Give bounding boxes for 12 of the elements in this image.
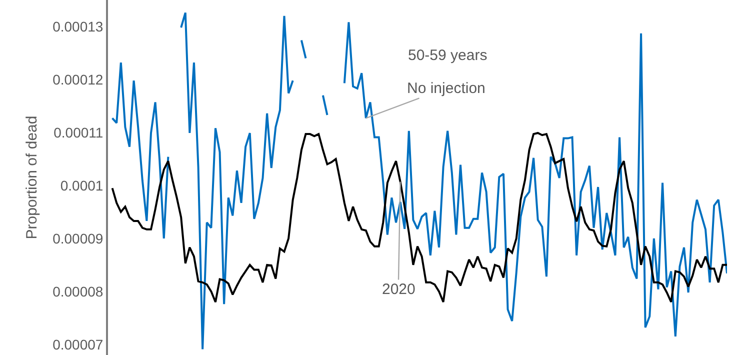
y-tick-label: 0.00012 xyxy=(52,71,104,88)
y-tick-label: 0.00013 xyxy=(52,18,104,34)
line-series xyxy=(111,132,727,304)
y-tick-label: 0.00007 xyxy=(52,336,104,352)
y-axis-title: Proportion of dead xyxy=(23,116,40,240)
y-tick-label: 0.00008 xyxy=(52,283,104,300)
y-tick-label: 0.0001 xyxy=(60,177,104,194)
text: No injection xyxy=(407,80,486,97)
y-tick-label: 0.00011 xyxy=(54,124,104,140)
y-tick-label: 0.00009 xyxy=(52,230,104,246)
annotation: 50-59 years xyxy=(408,47,488,64)
series-label: 2020 xyxy=(382,281,416,298)
